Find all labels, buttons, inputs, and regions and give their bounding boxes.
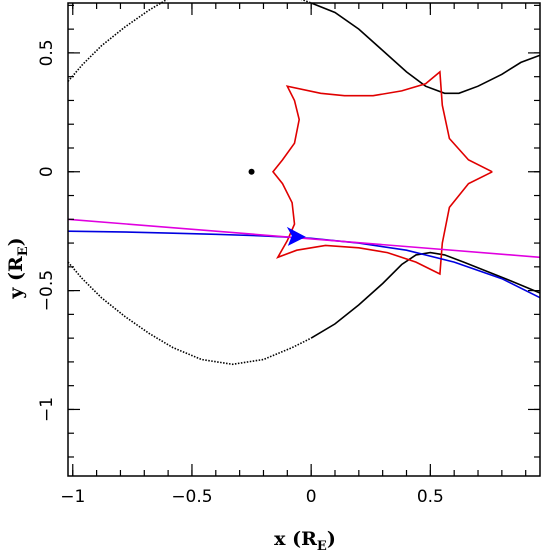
y-axis-title: y (RE) [5, 237, 31, 299]
series-caustic [271, 70, 493, 276]
series-critical-curve-lower-right [310, 251, 541, 339]
x-tick-label: 0 [306, 487, 317, 507]
y-tick-label: −0.5 [37, 270, 57, 311]
data-layer [67, 0, 541, 366]
x-axis-title: x (RE) [274, 528, 336, 554]
y-tick-label: 0 [37, 166, 57, 177]
series-critical-curve-upper [67, 0, 312, 82]
series-critical-curve-lower [67, 261, 312, 366]
x-tick-label: −1 [60, 487, 85, 507]
ticks-layer [68, 3, 540, 476]
x-tick-label: −0.5 [171, 487, 212, 507]
plot-frame [67, 2, 541, 477]
y-tick-label: −1 [37, 397, 57, 422]
x-tick-label: 0.5 [417, 487, 444, 507]
y-tick-label: 0.5 [37, 39, 57, 66]
series-trajectory-alt [67, 218, 541, 259]
direction-arrow [286, 226, 306, 246]
series-critical-curve-upper-right [310, 2, 541, 95]
tick-labels: −1 −0.5 0 0.5 0.5 0 −0.5 −1 [37, 39, 444, 507]
lens-position-marker [248, 168, 255, 175]
